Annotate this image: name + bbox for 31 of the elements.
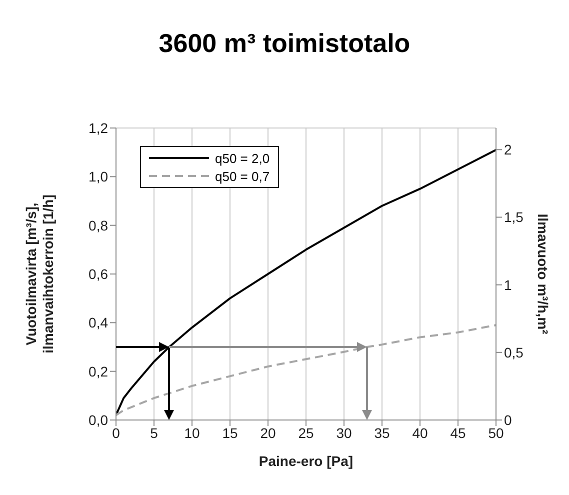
line-series [116, 324, 496, 416]
x-tick-label: 30 [336, 424, 352, 441]
legend-label: q50 = 2,0 [215, 150, 270, 166]
y2-tick-label: 0,5 [504, 344, 524, 360]
x-tick-label: 25 [298, 424, 314, 441]
y-tick-label: 0,2 [88, 363, 108, 380]
legend-label: q50 = 0,7 [215, 168, 270, 184]
y-tick-label: 0,8 [88, 217, 108, 234]
x-tick-label: 0 [112, 424, 120, 441]
y-tick-label: 0,4 [88, 314, 108, 331]
x-tick-label: 20 [260, 424, 276, 441]
x-tick-label: 5 [150, 424, 158, 441]
line-series [116, 148, 496, 416]
y-tick-label: 1,0 [88, 168, 108, 185]
x-tick-label: 35 [374, 424, 390, 441]
x-tick-label: 45 [450, 424, 466, 441]
y-tick-label: 1,2 [88, 120, 108, 136]
x-tick-label: 15 [222, 424, 238, 441]
x-axis-title: Paine-ero [Pa] [258, 453, 354, 469]
y-tick-label: 0,6 [88, 266, 108, 282]
x-tick-label: 40 [412, 424, 428, 441]
x-tick-label: 50 [488, 424, 504, 441]
x-tick-label: 10 [184, 424, 200, 441]
y-axis-title: Vuotoilmavirta [m³/s], ilmanvaihtokerroin [1/h] [23, 194, 56, 354]
y2-tick-label: 1,5 [504, 209, 524, 226]
y2-tick-label: 1 [504, 276, 512, 293]
y-tick-label: 0,0 [88, 412, 108, 428]
chart-title: 3600 m³ toimistotalo [158, 27, 412, 60]
y2-axis-title: Ilmavuoto m³/h,m² [535, 214, 552, 335]
y2-tick-label: 0 [504, 412, 512, 428]
y2-tick-label: 2 [504, 142, 512, 158]
